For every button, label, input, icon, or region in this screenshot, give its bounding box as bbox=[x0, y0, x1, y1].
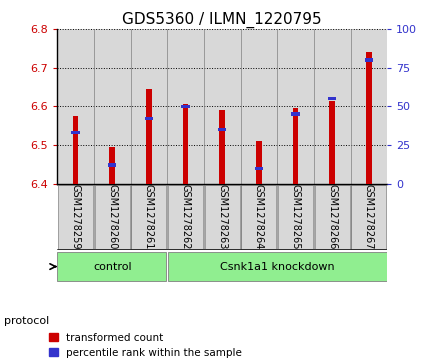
Bar bbox=[314, 29, 351, 184]
Text: GSM1278263: GSM1278263 bbox=[217, 184, 227, 249]
Bar bbox=[366, 52, 372, 184]
Text: GSM1278266: GSM1278266 bbox=[327, 184, 337, 249]
Text: GSM1278260: GSM1278260 bbox=[107, 184, 117, 249]
Text: GSM1278262: GSM1278262 bbox=[180, 184, 191, 250]
Text: GSM1278261: GSM1278261 bbox=[144, 184, 154, 249]
Bar bbox=[255, 167, 263, 170]
Text: Csnk1a1 knockdown: Csnk1a1 knockdown bbox=[220, 262, 334, 272]
Bar bbox=[365, 58, 373, 62]
Legend: transformed count, percentile rank within the sample: transformed count, percentile rank withi… bbox=[49, 333, 242, 358]
Bar bbox=[73, 116, 78, 184]
Bar bbox=[293, 108, 298, 184]
FancyBboxPatch shape bbox=[95, 185, 130, 249]
Bar bbox=[146, 89, 152, 184]
FancyBboxPatch shape bbox=[168, 185, 203, 249]
Title: GDS5360 / ILMN_1220795: GDS5360 / ILMN_1220795 bbox=[122, 12, 322, 28]
Bar bbox=[351, 29, 387, 184]
FancyBboxPatch shape bbox=[241, 185, 276, 249]
Bar bbox=[204, 29, 241, 184]
Bar bbox=[241, 29, 277, 184]
Bar bbox=[131, 29, 167, 184]
Bar bbox=[218, 128, 226, 131]
Bar bbox=[256, 141, 262, 184]
Text: GSM1278267: GSM1278267 bbox=[364, 184, 374, 250]
FancyBboxPatch shape bbox=[57, 252, 166, 281]
Bar bbox=[94, 29, 131, 184]
Bar bbox=[145, 117, 153, 121]
FancyBboxPatch shape bbox=[278, 185, 313, 249]
FancyBboxPatch shape bbox=[168, 252, 387, 281]
Text: GSM1278264: GSM1278264 bbox=[254, 184, 264, 249]
Bar bbox=[328, 97, 336, 101]
Bar bbox=[330, 101, 335, 184]
Text: GSM1278259: GSM1278259 bbox=[70, 184, 81, 250]
Bar bbox=[291, 113, 300, 116]
Bar bbox=[167, 29, 204, 184]
Bar bbox=[220, 110, 225, 184]
Bar bbox=[71, 131, 80, 134]
Bar bbox=[57, 29, 94, 184]
FancyBboxPatch shape bbox=[315, 185, 350, 249]
FancyBboxPatch shape bbox=[205, 185, 240, 249]
Bar bbox=[110, 147, 115, 184]
Bar bbox=[183, 105, 188, 184]
Bar bbox=[277, 29, 314, 184]
FancyBboxPatch shape bbox=[351, 185, 386, 249]
Bar bbox=[181, 105, 190, 108]
Text: protocol: protocol bbox=[4, 316, 50, 326]
Text: GSM1278265: GSM1278265 bbox=[290, 184, 301, 250]
Text: control: control bbox=[93, 262, 132, 272]
FancyBboxPatch shape bbox=[58, 185, 93, 249]
FancyBboxPatch shape bbox=[131, 185, 166, 249]
Bar bbox=[108, 163, 116, 167]
